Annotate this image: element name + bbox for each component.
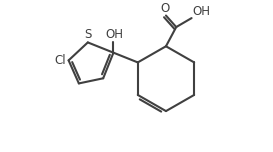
- Text: Cl: Cl: [54, 54, 66, 67]
- Text: O: O: [160, 2, 169, 15]
- Text: OH: OH: [193, 5, 211, 18]
- Text: S: S: [84, 28, 91, 41]
- Text: OH: OH: [106, 28, 124, 41]
